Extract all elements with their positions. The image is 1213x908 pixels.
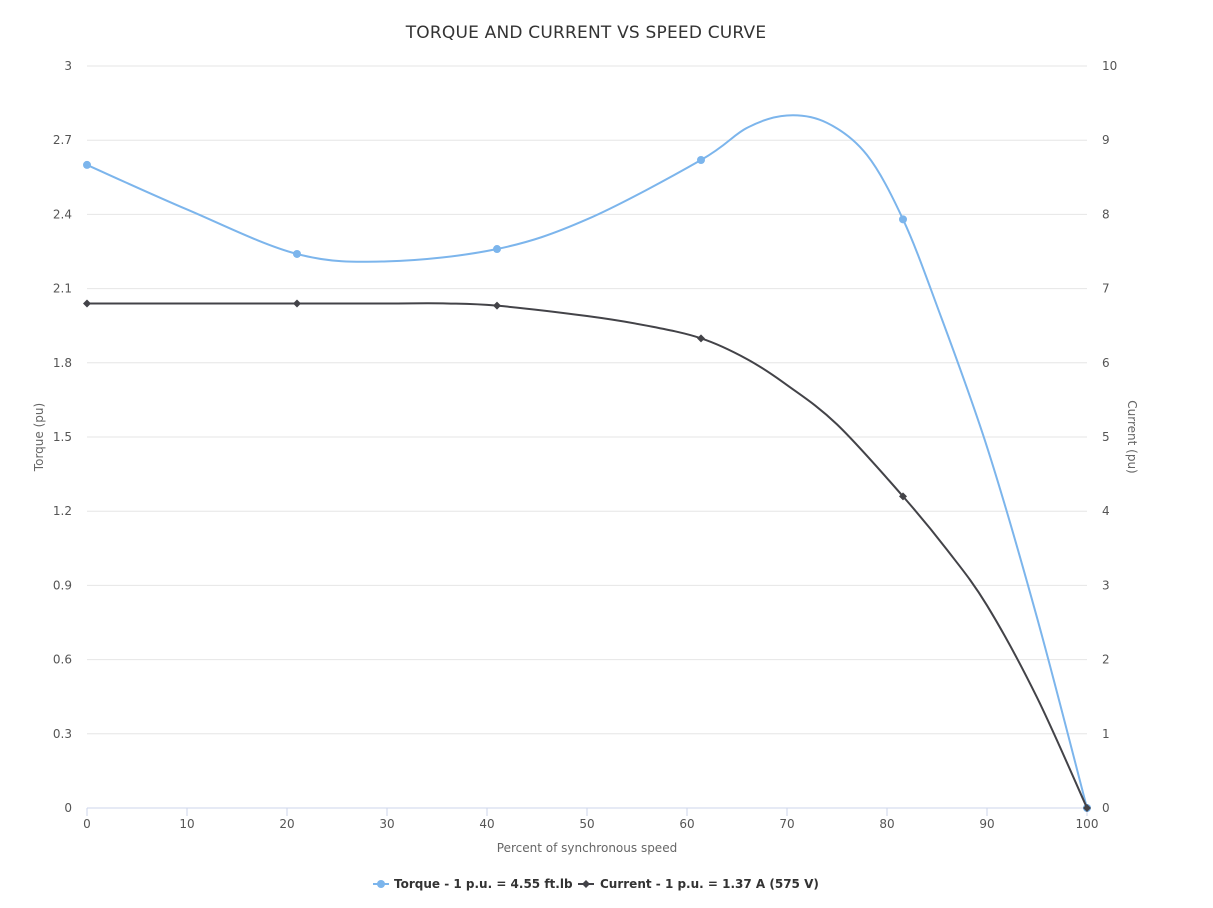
y-right-tick-label: 1 bbox=[1102, 727, 1110, 741]
y-right-tick-label: 2 bbox=[1102, 653, 1110, 667]
legend-current-marker bbox=[582, 880, 590, 888]
x-axis: 0 10 20 30 40 50 60 70 80 90 100 bbox=[83, 807, 1099, 831]
current-point-4 bbox=[899, 492, 907, 501]
legend-current-label: Current - 1 p.u. = 1.37 A (575 V) bbox=[600, 877, 819, 891]
torque-point-0 bbox=[83, 160, 91, 169]
y-left-tick-label: 1.2 bbox=[53, 504, 72, 518]
y-left-tick-label: 0.3 bbox=[53, 727, 72, 741]
current-point-5 bbox=[1083, 804, 1091, 812]
y-left-tick-label: 2.4 bbox=[53, 207, 72, 221]
legend-torque-label: Torque - 1 p.u. = 4.55 ft.lb bbox=[394, 877, 573, 891]
y-left-tick-label: 0.9 bbox=[53, 578, 72, 592]
current-point-2 bbox=[493, 301, 501, 310]
chart-title: TORQUE AND CURRENT VS SPEED CURVE bbox=[405, 23, 767, 43]
x-tick-label: 60 bbox=[679, 817, 694, 831]
x-axis-title: Percent of synchronous speed bbox=[497, 841, 677, 855]
legend-torque-marker bbox=[377, 880, 385, 888]
series-line-1 bbox=[87, 302, 1088, 809]
x-tick-label: 90 bbox=[979, 817, 994, 831]
y-left-tick-label: 1.5 bbox=[53, 430, 72, 444]
y-left-tick-label: 2.7 bbox=[53, 133, 72, 147]
torque-point-2 bbox=[493, 245, 501, 254]
legend: Torque - 1 p.u. = 4.55 ft.lb Current - 1… bbox=[373, 877, 819, 891]
torque-point-3 bbox=[697, 155, 705, 164]
y-left-tick-label: 0 bbox=[64, 801, 72, 815]
y-right-tick-label: 10 bbox=[1102, 59, 1117, 73]
series-current bbox=[83, 299, 1091, 812]
current-point-3 bbox=[697, 334, 705, 343]
current-point-1 bbox=[293, 299, 301, 308]
y-right-tick-label: 4 bbox=[1102, 504, 1110, 518]
series-line-0 bbox=[86, 114, 1088, 809]
x-tick-label: 80 bbox=[879, 817, 894, 831]
y-left-tick-label: 3 bbox=[64, 59, 72, 73]
series-torque bbox=[83, 114, 1091, 812]
gridlines bbox=[87, 65, 1087, 809]
y-left-tick-label: 1.8 bbox=[53, 356, 72, 370]
x-tick-label: 50 bbox=[579, 817, 594, 831]
x-tick-label: 40 bbox=[479, 817, 494, 831]
y-right-tick-label: 9 bbox=[1102, 133, 1110, 147]
x-tick-label: 10 bbox=[179, 817, 194, 831]
series-layer bbox=[83, 114, 1091, 812]
y-left-tick-label: 2.1 bbox=[53, 282, 72, 296]
y-axis-right-title: Current (pu) bbox=[1125, 400, 1139, 473]
x-tick-label: 0 bbox=[83, 817, 91, 831]
torque-point-1 bbox=[293, 249, 301, 258]
x-tick-label: 30 bbox=[379, 817, 394, 831]
y-axis-left-title: Torque (pu) bbox=[32, 403, 46, 472]
y-axis-right: 0 1 2 3 4 5 6 7 8 9 10 bbox=[1102, 59, 1117, 815]
torque-point-4 bbox=[899, 215, 907, 224]
y-right-tick-label: 6 bbox=[1102, 356, 1110, 370]
y-right-tick-label: 8 bbox=[1102, 207, 1110, 221]
legend-item-torque[interactable]: Torque - 1 p.u. = 4.55 ft.lb bbox=[373, 877, 573, 891]
y-right-tick-label: 3 bbox=[1102, 578, 1110, 592]
y-left-tick-label: 0.6 bbox=[53, 653, 72, 667]
y-right-tick-label: 0 bbox=[1102, 801, 1110, 815]
x-tick-label: 100 bbox=[1076, 817, 1099, 831]
y-axis-left: 0 0.3 0.6 0.9 1.2 1.5 1.8 2.1 2.4 2.7 3 bbox=[53, 59, 72, 815]
y-right-tick-label: 5 bbox=[1102, 430, 1110, 444]
legend-item-current[interactable]: Current - 1 p.u. = 1.37 A (575 V) bbox=[578, 877, 819, 891]
x-tick-label: 20 bbox=[279, 817, 294, 831]
x-tick-label: 70 bbox=[779, 817, 794, 831]
current-point-0 bbox=[83, 299, 91, 308]
y-right-tick-label: 7 bbox=[1102, 282, 1110, 296]
